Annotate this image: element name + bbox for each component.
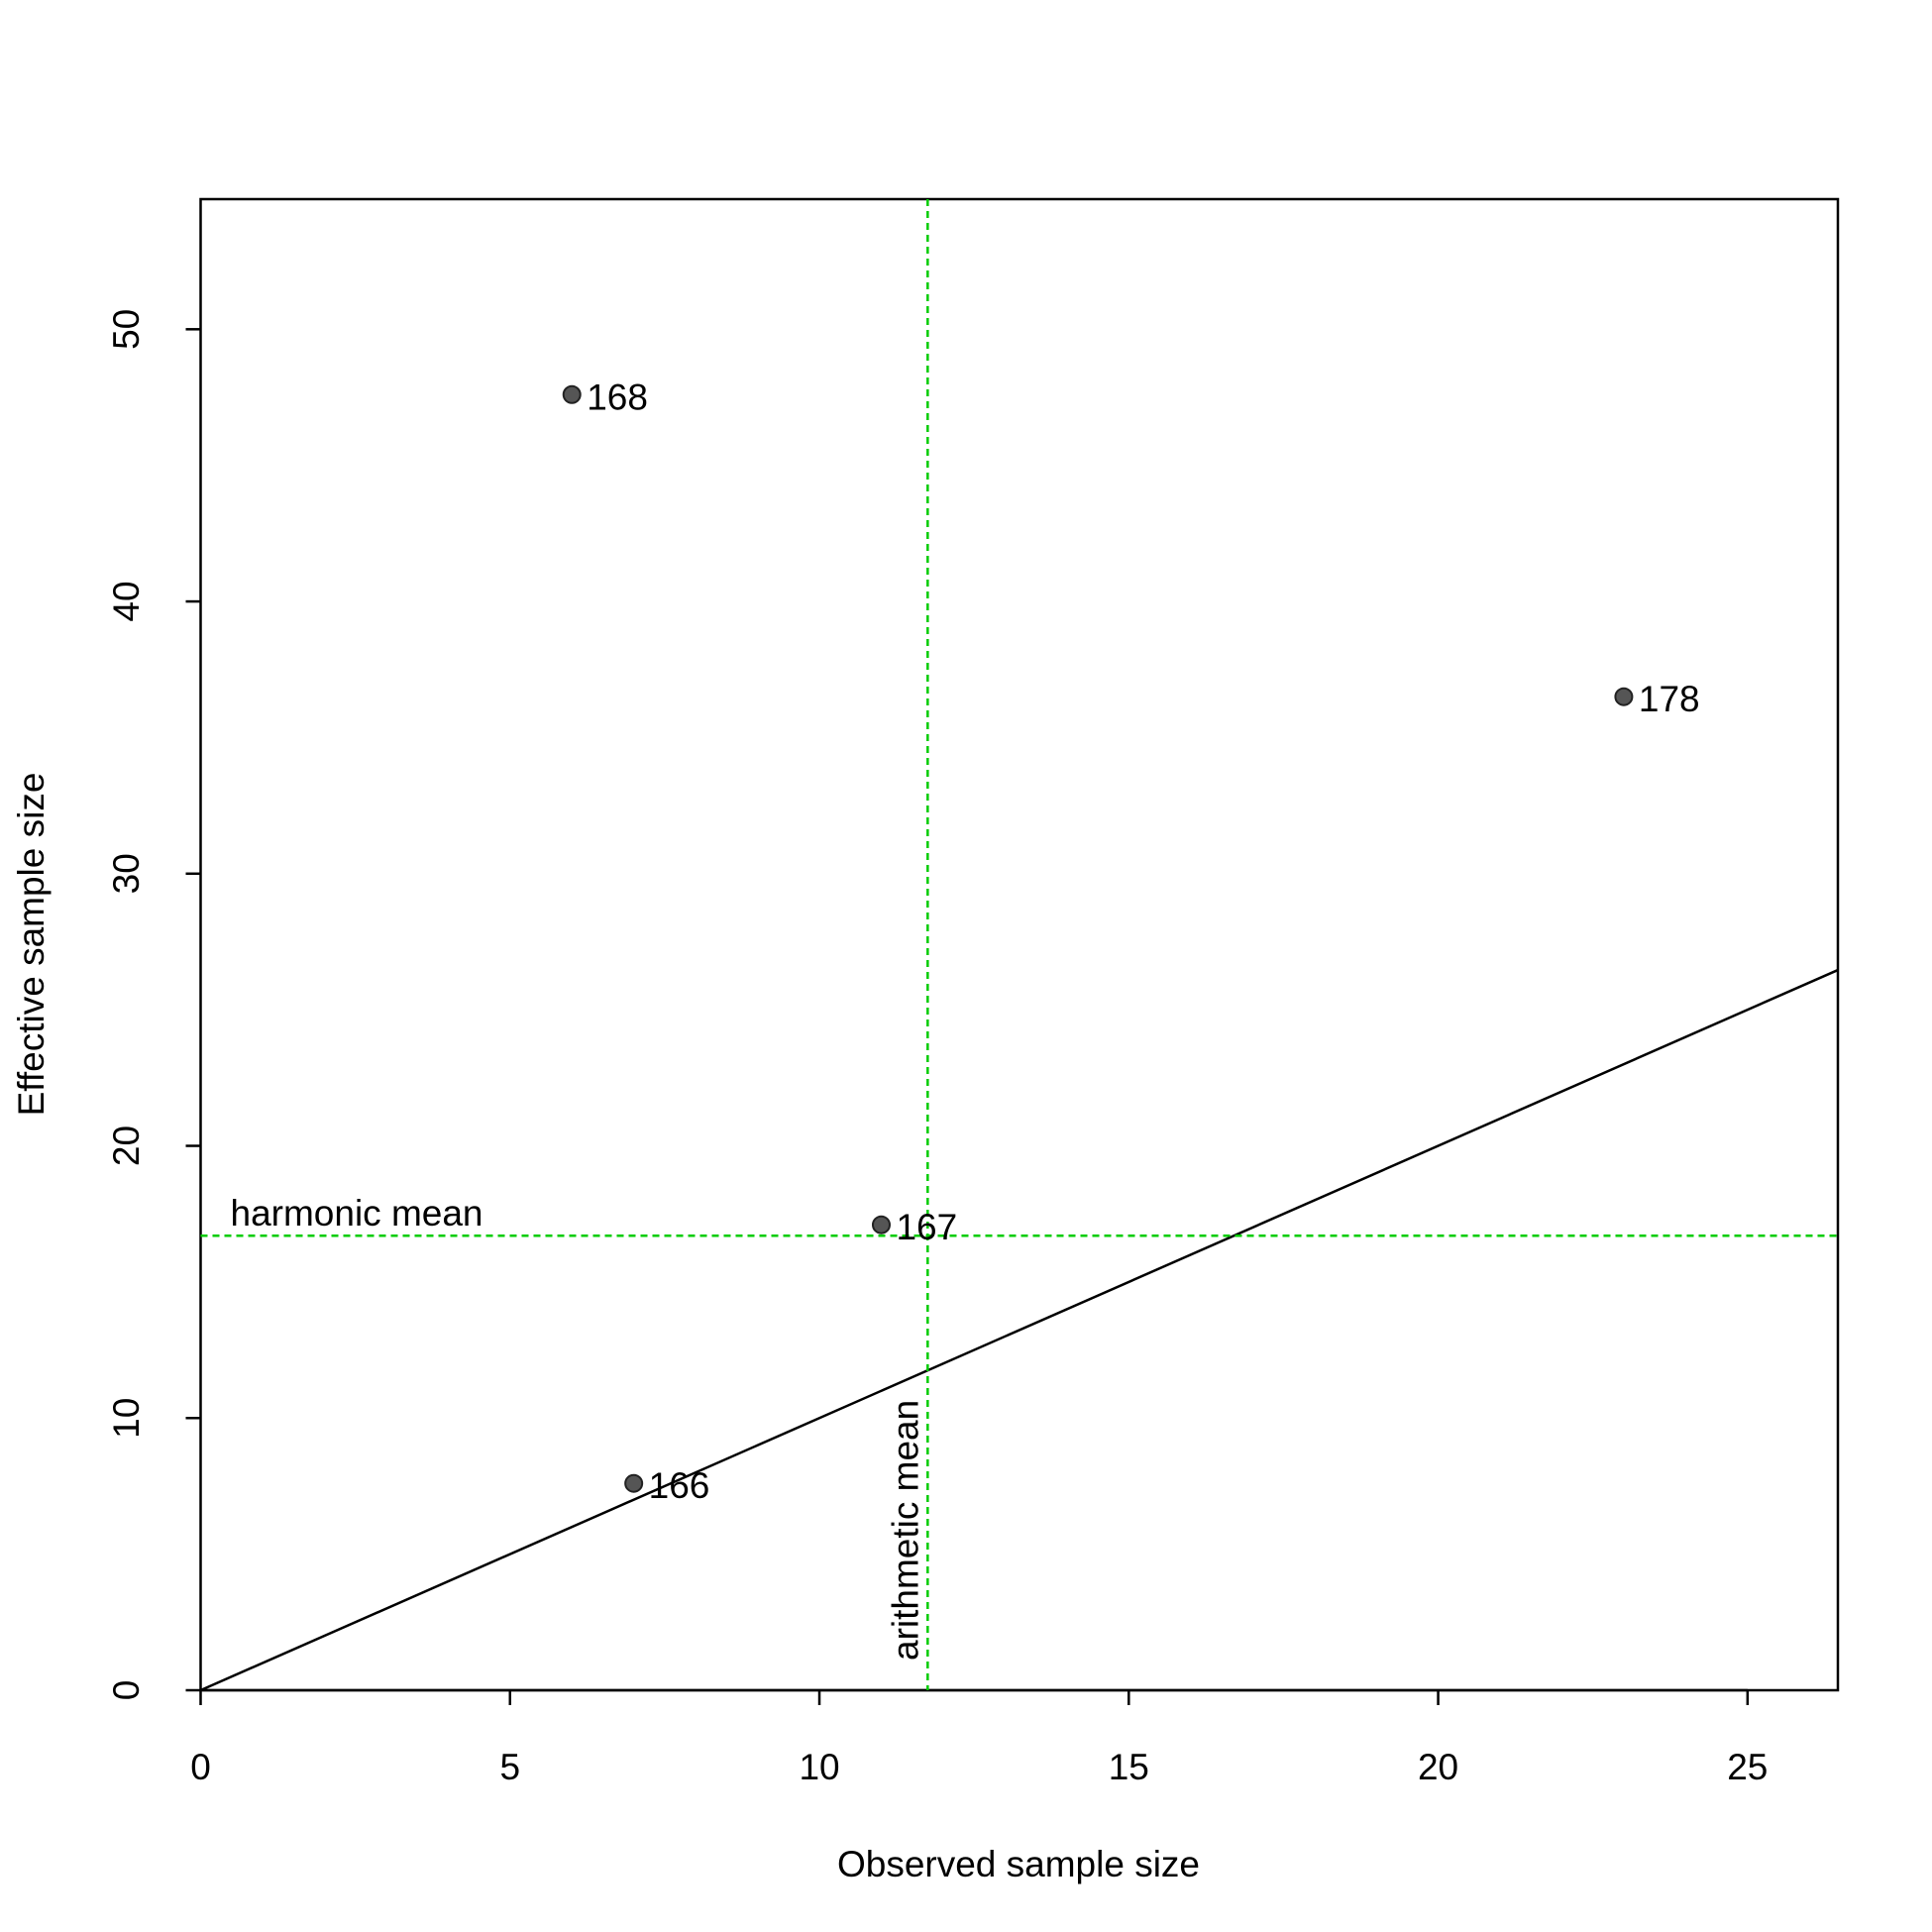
plot-frame <box>199 197 1840 1692</box>
x-tick-label: 15 <box>1109 1747 1149 1787</box>
x-tick-label: 25 <box>1727 1747 1768 1787</box>
point <box>871 1215 891 1234</box>
x-tick-label: 0 <box>190 1747 211 1787</box>
y-tick-label: 0 <box>106 1680 147 1701</box>
y-tick-label: 50 <box>106 309 147 350</box>
point-label: 178 <box>1639 679 1700 719</box>
x-tick-label: 20 <box>1418 1747 1458 1787</box>
point <box>624 1473 644 1493</box>
y-tick-label: 20 <box>106 1126 147 1166</box>
point-label: 167 <box>896 1207 957 1247</box>
point <box>1614 687 1634 706</box>
x-tick-label: 5 <box>499 1747 520 1787</box>
y-tick-label: 40 <box>106 581 147 621</box>
point-label: 168 <box>587 376 648 417</box>
y-axis-label: Effective sample size <box>11 773 52 1117</box>
y-tick-label: 30 <box>106 853 147 894</box>
point <box>562 384 582 404</box>
y-tick-label: 10 <box>106 1398 147 1439</box>
x-tick-label: 10 <box>799 1747 839 1787</box>
x-axis-label: Observed sample size <box>837 1844 1200 1884</box>
arithmetic-mean-label: arithmetic mean <box>885 1400 925 1661</box>
harmonic-mean-label: harmonic mean <box>231 1193 483 1234</box>
point-label: 166 <box>649 1465 710 1506</box>
reference-line <box>199 968 1839 1692</box>
